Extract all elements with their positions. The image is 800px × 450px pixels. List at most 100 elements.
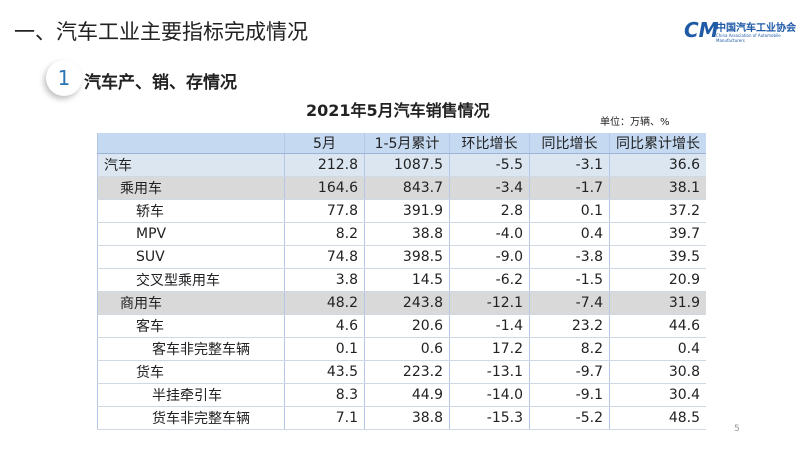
value-cell: 30.4 <box>609 383 706 407</box>
value-cell: 38.8 <box>364 222 450 246</box>
value-cell: 31.9 <box>609 291 706 315</box>
value-cell: 44.6 <box>609 314 706 338</box>
value-cell: 30.8 <box>609 360 706 384</box>
value-cell: -7.4 <box>529 291 610 315</box>
table-row: 乘用车 164.6 843.7 -3.4 -1.7 38.1 <box>97 176 706 200</box>
value-cell: -9.0 <box>449 245 530 269</box>
value-cell: -3.8 <box>529 245 610 269</box>
value-cell: 37.2 <box>609 199 706 223</box>
value-cell: 0.1 <box>284 337 365 361</box>
value-cell: 391.9 <box>364 199 450 223</box>
value-cell: -15.3 <box>449 406 530 430</box>
header-cell: 同比增长 <box>529 133 610 154</box>
header-cell: 5月 <box>284 133 365 154</box>
header-cell <box>97 133 285 154</box>
value-cell: 1087.5 <box>364 153 450 177</box>
slide-title: 一、汽车工业主要指标完成情况 <box>14 20 308 44</box>
value-cell: 0.4 <box>609 337 706 361</box>
table-row: 客车 4.6 20.6 -1.4 23.2 44.6 <box>97 314 706 338</box>
value-cell: 14.5 <box>364 268 450 292</box>
value-cell: 7.1 <box>284 406 365 430</box>
value-cell: -12.1 <box>449 291 530 315</box>
table-row: 货车非完整车辆 7.1 38.8 -15.3 -5.2 48.5 <box>97 406 706 430</box>
table-row: 汽车 212.8 1087.5 -5.5 -3.1 36.6 <box>97 153 706 177</box>
value-cell: 77.8 <box>284 199 365 223</box>
label-cell: 客车 <box>97 314 285 338</box>
value-cell: 39.7 <box>609 222 706 246</box>
label-cell: 客车非完整车辆 <box>97 337 285 361</box>
value-cell: 8.3 <box>284 383 365 407</box>
value-cell: 398.5 <box>364 245 450 269</box>
value-cell: 74.8 <box>284 245 365 269</box>
value-cell: -14.0 <box>449 383 530 407</box>
header-row: 5月 1-5月累计 环比增长 同比增长 同比累计增长 <box>97 133 706 154</box>
value-cell: -5.5 <box>449 153 530 177</box>
value-cell: -1.5 <box>529 268 610 292</box>
label-cell: MPV <box>97 222 285 246</box>
label-cell: 半挂牵引车 <box>97 383 285 407</box>
label-cell: 货车 <box>97 360 285 384</box>
value-cell: -3.1 <box>529 153 610 177</box>
table-row: 轿车 77.8 391.9 2.8 0.1 37.2 <box>97 199 706 223</box>
logo-name-en: China Association of Automobile Manufact… <box>716 33 781 43</box>
value-cell: 44.9 <box>364 383 450 407</box>
unit-note: 单位：万辆、% <box>600 117 670 128</box>
label-cell: 货车非完整车辆 <box>97 406 285 430</box>
value-cell: -3.4 <box>449 176 530 200</box>
value-cell: 0.1 <box>529 199 610 223</box>
value-cell: 20.9 <box>609 268 706 292</box>
header-cell: 环比增长 <box>449 133 530 154</box>
value-cell: -6.2 <box>449 268 530 292</box>
section-title: 汽车产、销、存情况 <box>84 73 237 93</box>
value-cell: 48.5 <box>609 406 706 430</box>
value-cell: -9.1 <box>529 383 610 407</box>
value-cell: 0.4 <box>529 222 610 246</box>
value-cell: 3.8 <box>284 268 365 292</box>
value-cell: 2.8 <box>449 199 530 223</box>
table-row: 交叉型乘用车 3.8 14.5 -6.2 -1.5 20.9 <box>97 268 706 292</box>
table-row: 半挂牵引车 8.3 44.9 -14.0 -9.1 30.4 <box>97 383 706 407</box>
value-cell: 17.2 <box>449 337 530 361</box>
page-number: 5 <box>734 424 740 434</box>
value-cell: 8.2 <box>284 222 365 246</box>
section-number: 1 <box>46 60 82 96</box>
value-cell: 39.5 <box>609 245 706 269</box>
value-cell: -9.7 <box>529 360 610 384</box>
value-cell: 243.8 <box>364 291 450 315</box>
value-cell: 212.8 <box>284 153 365 177</box>
table-row: 货车 43.5 223.2 -13.1 -9.7 30.8 <box>97 360 706 384</box>
label-cell: SUV <box>97 245 285 269</box>
label-cell: 交叉型乘用车 <box>97 268 285 292</box>
value-cell: 38.1 <box>609 176 706 200</box>
value-cell: -5.2 <box>529 406 610 430</box>
table-row: 客车非完整车辆 0.1 0.6 17.2 8.2 0.4 <box>97 337 706 361</box>
value-cell: 20.6 <box>364 314 450 338</box>
value-cell: -1.7 <box>529 176 610 200</box>
table-title: 2021年5月汽车销售情况 <box>306 101 490 120</box>
header-cell: 1-5月累计 <box>364 133 450 154</box>
label-cell: 商用车 <box>97 291 285 315</box>
label-cell: 乘用车 <box>97 176 285 200</box>
table-row: SUV 74.8 398.5 -9.0 -3.8 39.5 <box>97 245 706 269</box>
value-cell: 48.2 <box>284 291 365 315</box>
value-cell: 4.6 <box>284 314 365 338</box>
value-cell: 23.2 <box>529 314 610 338</box>
value-cell: 0.6 <box>364 337 450 361</box>
value-cell: 43.5 <box>284 360 365 384</box>
value-cell: 843.7 <box>364 176 450 200</box>
table-row: MPV 8.2 38.8 -4.0 0.4 39.7 <box>97 222 706 246</box>
value-cell: -1.4 <box>449 314 530 338</box>
value-cell: 38.8 <box>364 406 450 430</box>
value-cell: -4.0 <box>449 222 530 246</box>
header-cell: 同比累计增长 <box>609 133 706 154</box>
value-cell: 164.6 <box>284 176 365 200</box>
value-cell: 8.2 <box>529 337 610 361</box>
table-row: 商用车 48.2 243.8 -12.1 -7.4 31.9 <box>97 291 706 315</box>
label-cell: 轿车 <box>97 199 285 223</box>
value-cell: 36.6 <box>609 153 706 177</box>
value-cell: -13.1 <box>449 360 530 384</box>
label-cell: 汽车 <box>97 153 285 177</box>
value-cell: 223.2 <box>364 360 450 384</box>
logo-mark: CM <box>684 18 719 42</box>
